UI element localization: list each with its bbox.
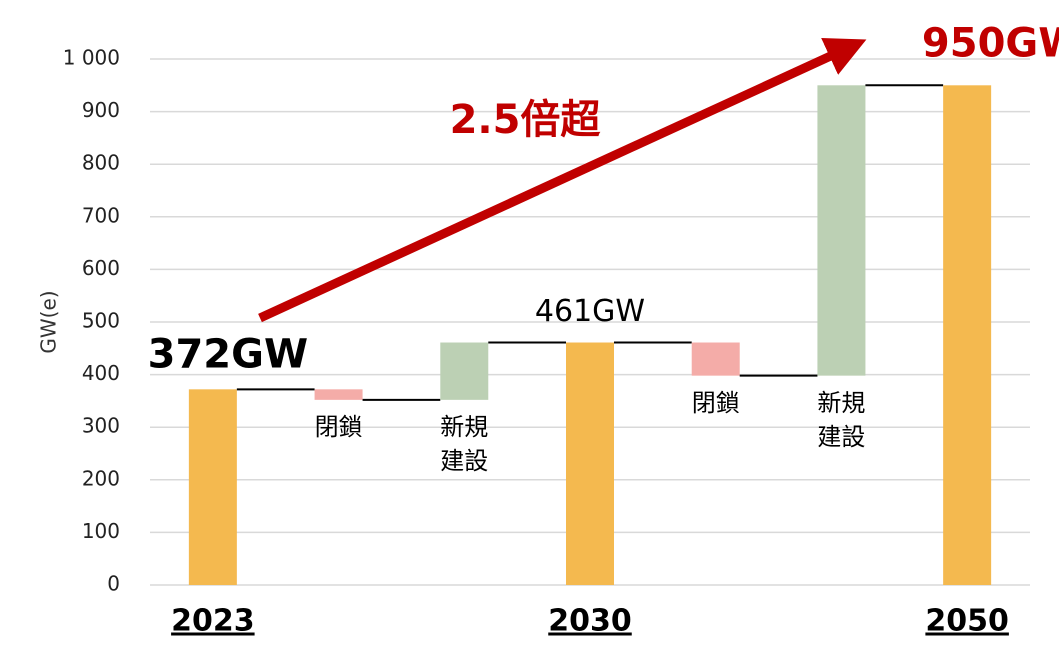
- y-tick-label: 1 000: [63, 46, 120, 70]
- annotation: 2.5倍超: [450, 97, 602, 143]
- growth-arrow: [258, 38, 867, 323]
- value-label: 372GW: [148, 331, 308, 377]
- y-tick-label: 900: [82, 98, 120, 122]
- step-label: 閉鎖: [314, 412, 363, 441]
- bar: [943, 85, 992, 586]
- y-tick-label: 100: [82, 519, 120, 543]
- y-tick-label: 800: [82, 151, 120, 175]
- bar: [440, 342, 489, 400]
- bar: [188, 389, 237, 585]
- y-tick-label: 300: [82, 414, 120, 438]
- step-label: 新規建設: [440, 412, 489, 475]
- y-tick-label: 500: [82, 309, 120, 333]
- step-label: 閉鎖: [691, 388, 740, 417]
- y-tick-label: 0: [107, 572, 120, 596]
- y-tick-label: 700: [82, 203, 120, 227]
- x-tick-label: 2050: [925, 604, 1009, 639]
- y-axis-label: GW(e): [37, 290, 61, 353]
- bar: [314, 389, 363, 400]
- bar: [566, 342, 614, 585]
- y-tick-label: 400: [82, 361, 120, 385]
- y-tick-label: 200: [82, 466, 120, 490]
- value-label: 461GW: [535, 294, 645, 329]
- step-label: 新規建設: [817, 388, 866, 451]
- x-tick-label: 2023: [171, 604, 255, 639]
- bar: [691, 342, 740, 376]
- bar: [817, 85, 866, 376]
- x-tick-label: 2030: [548, 604, 632, 639]
- value-label: 950GW: [922, 20, 1059, 66]
- y-tick-label: 600: [82, 256, 120, 280]
